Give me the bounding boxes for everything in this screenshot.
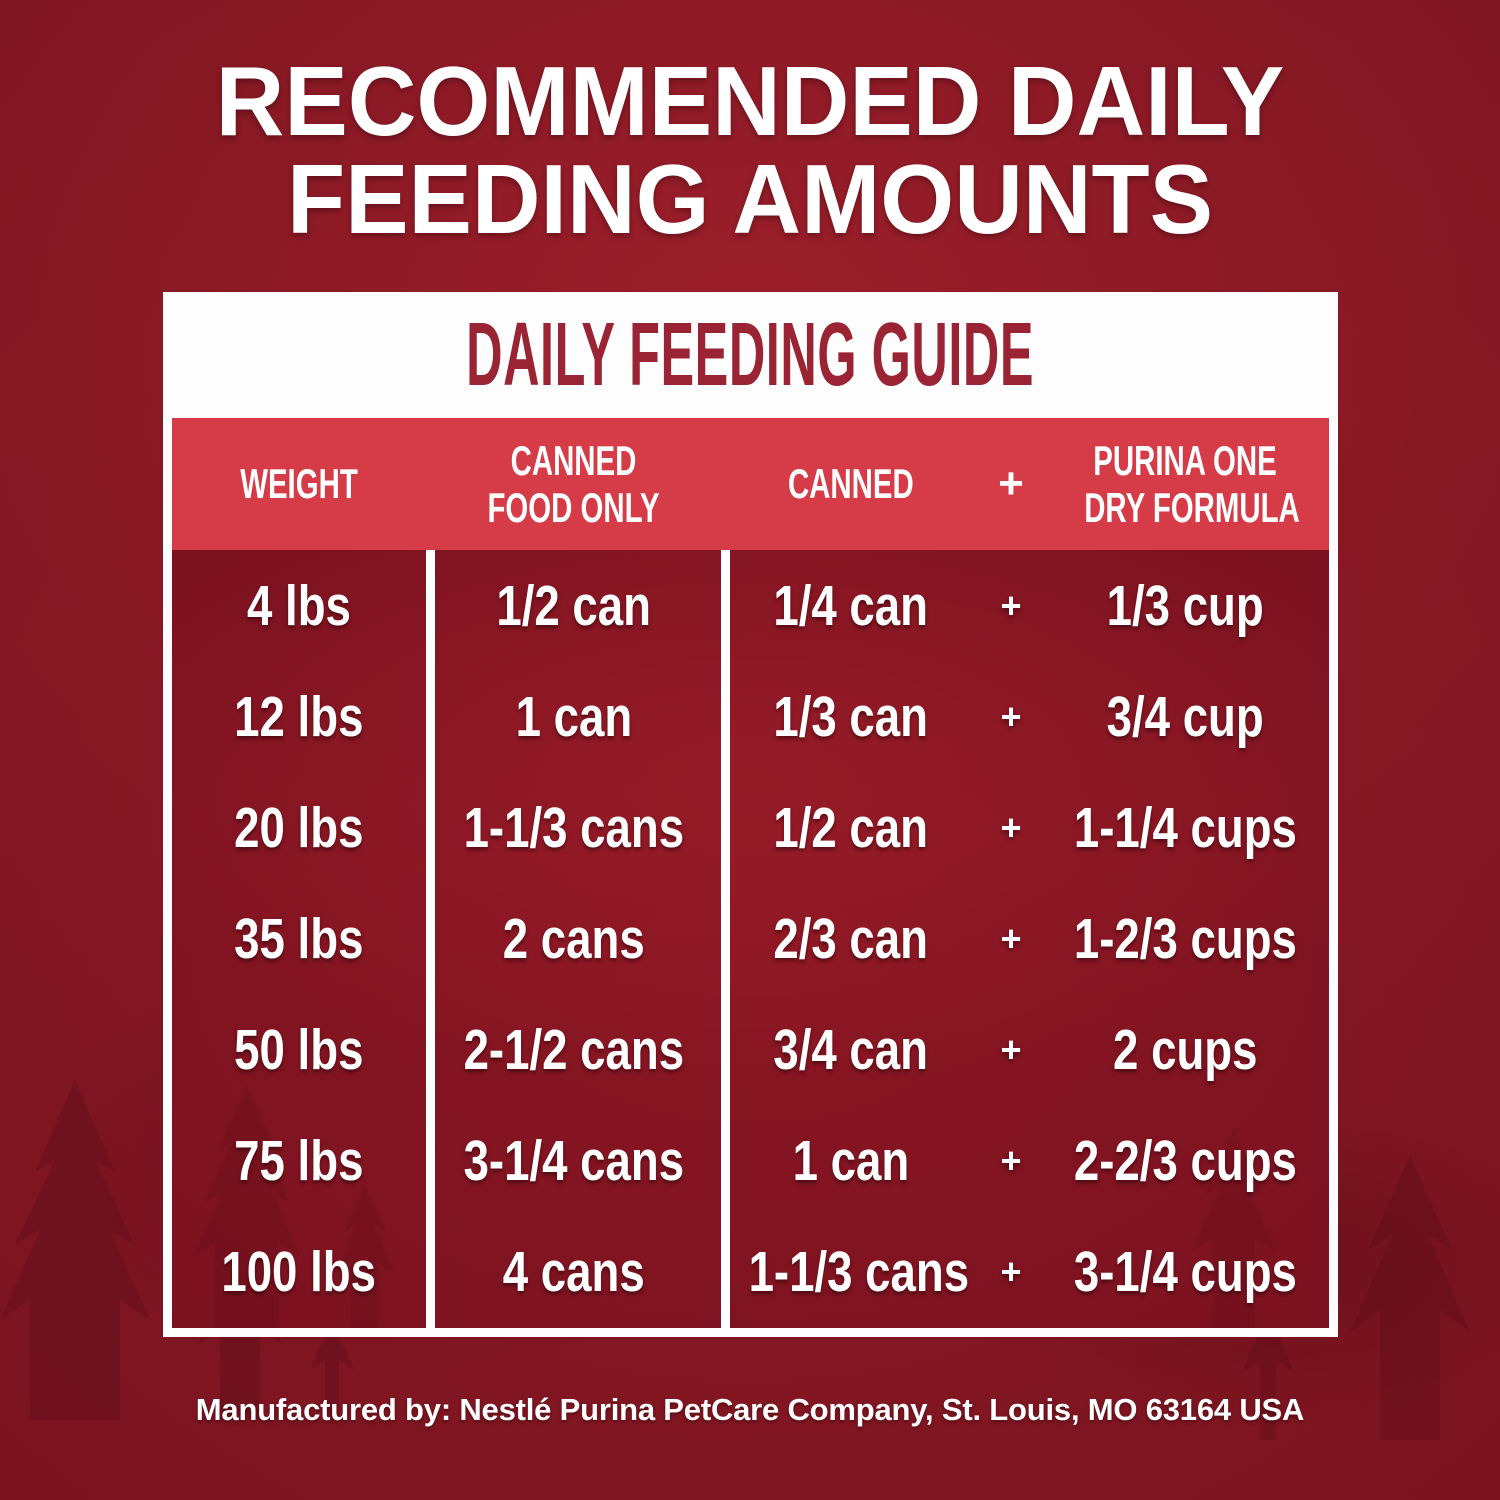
table-row: 12 lbs 1 can 1/3 can + 3/4 cup xyxy=(172,661,1329,772)
column-divider-2 xyxy=(721,550,730,1328)
column-header-canned: CANNED xyxy=(788,460,914,508)
plus-sign: + xyxy=(1000,1251,1022,1293)
page-title: RECOMMENDED DAILY FEEDING AMOUNTS xyxy=(0,52,1500,248)
dry-formula-value: 1/3 cup xyxy=(1106,573,1264,638)
canned-only-value: 1/2 can xyxy=(496,573,651,638)
column-header-weight: WEIGHT xyxy=(240,460,358,508)
column-header-canned-food-only: CANNED FOOD ONLY xyxy=(487,436,660,531)
canned-only-value: 1 can xyxy=(515,684,632,749)
canned-value: 1 can xyxy=(792,1129,910,1194)
plus-sign: + xyxy=(1000,1140,1022,1182)
canned-value: 3/4 can xyxy=(773,1018,929,1083)
dry-formula-value: 3/4 cup xyxy=(1106,684,1264,749)
plus-sign: + xyxy=(1000,806,1022,848)
plus-sign: + xyxy=(1000,695,1022,737)
weight-value: 12 lbs xyxy=(234,684,364,749)
table-row: 100 lbs 4 cans 1-1/3 cans + 3-1/4 cups xyxy=(172,1217,1329,1328)
table-row: 4 lbs 1/2 can 1/4 can + 1/3 cup xyxy=(172,550,1329,661)
canned-value: 1-1/3 cans xyxy=(748,1240,970,1305)
weight-value: 50 lbs xyxy=(234,1018,364,1083)
weight-value: 100 lbs xyxy=(221,1240,377,1305)
manufacturer-note: Manufactured by: Nestlé Purina PetCare C… xyxy=(195,1392,1305,1427)
canned-only-value: 2-1/2 cans xyxy=(463,1018,684,1083)
table-header-row: WEIGHT CANNED FOOD ONLY CANNED + PURINA … xyxy=(172,418,1329,550)
dry-formula-value: 3-1/4 cups xyxy=(1073,1240,1297,1305)
canned-value: 2/3 can xyxy=(773,906,929,971)
canned-value: 1/4 can xyxy=(773,573,929,638)
table-row: 35 lbs 2 cans 2/3 can + 1-2/3 cups xyxy=(172,883,1329,994)
canned-only-value: 2 cans xyxy=(502,906,645,971)
column-header-plus: + xyxy=(998,459,1024,509)
weight-value: 4 lbs xyxy=(247,573,351,638)
weight-value: 20 lbs xyxy=(234,795,364,860)
weight-value: 75 lbs xyxy=(234,1129,364,1194)
canned-only-value: 3-1/4 cans xyxy=(463,1129,684,1194)
guide-title-area: DAILY FEEDING GUIDE xyxy=(172,292,1329,418)
dry-formula-value: 2-2/3 cups xyxy=(1073,1129,1297,1194)
plus-sign: + xyxy=(1000,917,1022,959)
column-divider-1 xyxy=(426,550,435,1328)
table-row: 75 lbs 3-1/4 cans 1 can + 2-2/3 cups xyxy=(172,1106,1329,1217)
canned-only-value: 4 cans xyxy=(502,1240,645,1305)
canned-value: 1/3 can xyxy=(773,684,929,749)
guide-title: DAILY FEEDING GUIDE xyxy=(466,304,1035,405)
canned-only-value: 1-1/3 cans xyxy=(463,795,684,860)
page-title-line1: RECOMMENDED DAILY xyxy=(215,46,1285,156)
feeding-guide-card: DAILY FEEDING GUIDE WEIGHT CANNED FOOD O… xyxy=(163,292,1338,1337)
dry-formula-value: 2 cups xyxy=(1112,1018,1258,1083)
weight-value: 35 lbs xyxy=(234,906,364,971)
table-row: 20 lbs 1-1/3 cans 1/2 can + 1-1/4 cups xyxy=(172,772,1329,883)
column-header-dry-formula: PURINA ONE DRY FORMULA xyxy=(1084,436,1300,531)
canned-value: 1/2 can xyxy=(773,795,929,860)
page-title-line2: FEEDING AMOUNTS xyxy=(287,144,1213,254)
plus-sign: + xyxy=(1000,584,1022,626)
table-row: 50 lbs 2-1/2 cans 3/4 can + 2 cups xyxy=(172,995,1329,1106)
plus-sign: + xyxy=(1000,1029,1022,1071)
dry-formula-value: 1-1/4 cups xyxy=(1073,795,1297,860)
dry-formula-value: 1-2/3 cups xyxy=(1073,906,1297,971)
table-body: 4 lbs 1/2 can 1/4 can + 1/3 cup 12 lbs 1… xyxy=(172,550,1329,1328)
